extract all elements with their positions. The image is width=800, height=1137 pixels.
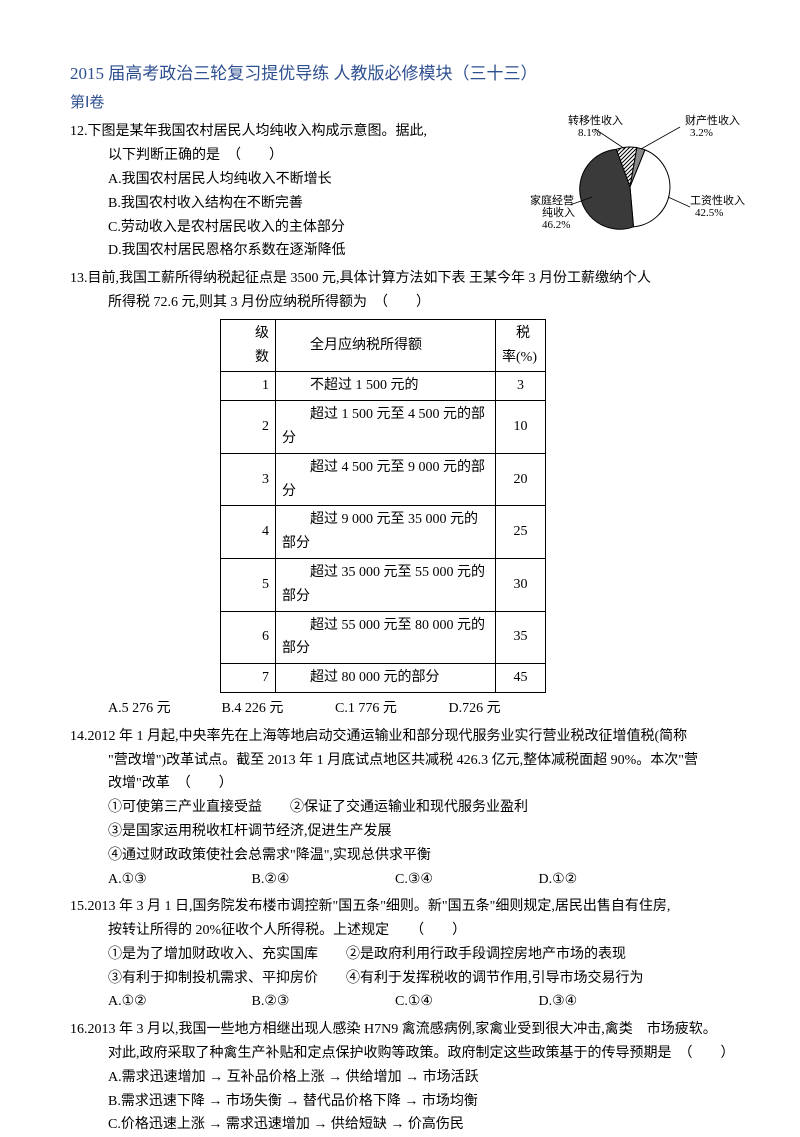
svg-text:46.2%: 46.2%	[542, 219, 570, 231]
table-row: 3超过 4 500 元至 9 000 元的部分20	[221, 453, 546, 506]
table-row: 6超过 55 000 元至 80 000 元的部分35	[221, 611, 546, 664]
table-row: 2超过 1 500 元至 4 500 元的部分10	[221, 401, 546, 454]
question-14: 14.2012 年 1 月起,中央率先在上海等地启动交通运输业和部分现代服务业实…	[70, 725, 730, 892]
svg-text:财产性收入: 财产性收入	[685, 113, 740, 127]
page-title: 2015 届高考政治三轮复习提优导练 人教版必修模块（三十三）	[70, 60, 730, 89]
table-row: 5超过 35 000 元至 55 000 元的部分30	[221, 558, 546, 611]
svg-text:42.5%: 42.5%	[695, 207, 723, 219]
svg-text:家庭经营: 家庭经营	[530, 193, 574, 207]
table-row: 7超过 80 000 元的部分45	[221, 664, 546, 693]
table-row: 4超过 9 000 元至 35 000 元的部分25	[221, 506, 546, 559]
tax-rate-table: 级数 全月应纳税所得额 税率(%) 1不超过 1 500 元的3 2超过 1 5…	[220, 319, 546, 693]
svg-text:工资性收入: 工资性收入	[690, 193, 745, 207]
svg-text:8.1%: 8.1%	[578, 127, 601, 139]
question-16: 16.2013 年 3 月以,我国一些地方相继出现人感染 H7N9 禽流感病例,…	[70, 1018, 730, 1137]
question-15: 15.2013 年 3 月 1 日,国务院发布楼市调控新"国五条"细则。新"国五…	[70, 895, 730, 1014]
svg-text:转移性收入: 转移性收入	[568, 113, 623, 127]
table-row: 1不超过 1 500 元的3	[221, 372, 546, 401]
question-13: 13.目前,我国工薪所得纳税起征点是 3500 元,具体计算方法如下表 王某今年…	[70, 267, 730, 721]
income-pie-chart: 转移性收入 8.1% 财产性收入 3.2% 工资性收入 42.5% 家庭经营 纯…	[500, 112, 750, 252]
svg-text:3.2%: 3.2%	[690, 127, 713, 139]
svg-text:纯收入: 纯收入	[542, 205, 575, 219]
